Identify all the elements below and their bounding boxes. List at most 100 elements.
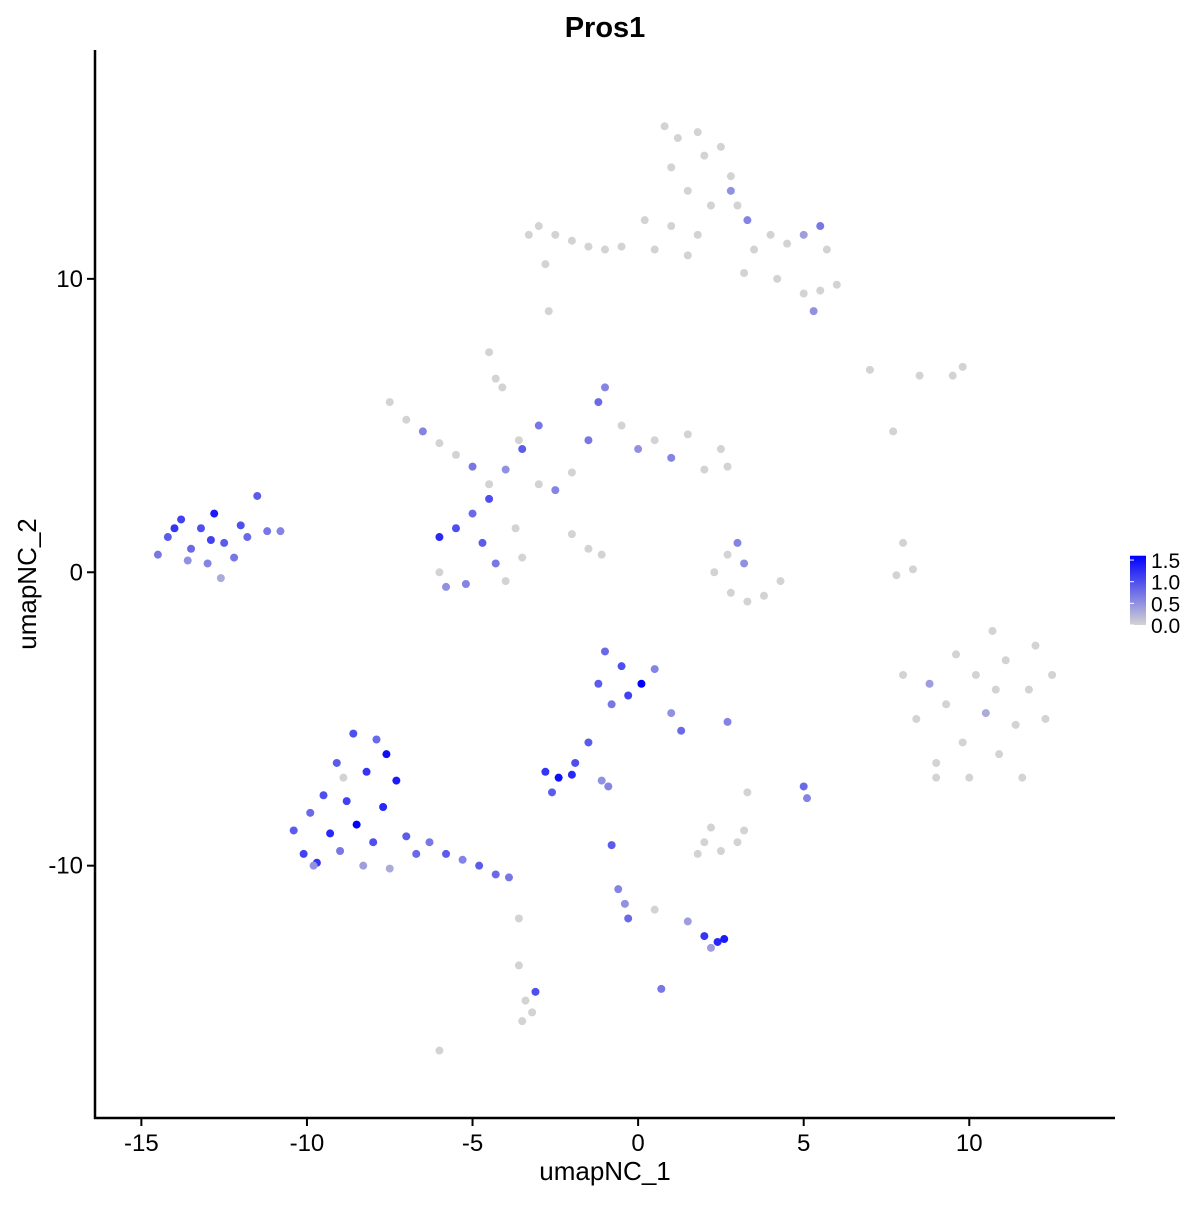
point (958, 362, 967, 371)
point (908, 565, 917, 574)
point (700, 465, 709, 474)
x-tick-label: -15 (124, 1130, 159, 1157)
point (243, 533, 252, 542)
point (541, 767, 550, 776)
point (385, 864, 394, 873)
colorbar-tick-label: 0.0 (1151, 615, 1180, 638)
point (799, 782, 808, 791)
point (163, 533, 172, 542)
point (932, 773, 941, 782)
point (995, 750, 1004, 759)
point (614, 885, 623, 894)
point (1001, 656, 1010, 665)
point (220, 538, 229, 547)
point (402, 832, 411, 841)
point (551, 486, 560, 495)
y-tick-label: 0 (70, 559, 83, 586)
point (541, 260, 550, 269)
point (822, 245, 831, 254)
point (899, 670, 908, 679)
point (435, 1046, 444, 1055)
point (501, 465, 510, 474)
point (451, 450, 460, 459)
point (601, 245, 609, 254)
point (607, 841, 616, 850)
x-tick-label: 0 (631, 1130, 644, 1157)
point (740, 559, 749, 568)
point (514, 436, 523, 445)
y-axis-label: umapNC_2 (12, 518, 42, 650)
point (369, 838, 378, 847)
point (733, 838, 742, 847)
point (965, 773, 974, 782)
point (948, 371, 957, 380)
point (435, 439, 444, 448)
point (740, 268, 749, 277)
point (892, 571, 901, 580)
point (889, 427, 898, 436)
point (498, 383, 507, 392)
point (650, 665, 659, 674)
point (640, 216, 649, 225)
point (306, 808, 315, 817)
point (187, 544, 196, 553)
point (382, 750, 391, 759)
point (567, 530, 576, 539)
point (551, 230, 560, 239)
point (418, 427, 427, 436)
point (958, 738, 967, 747)
point (865, 365, 874, 374)
point (379, 802, 388, 811)
point (766, 230, 775, 239)
point (336, 847, 345, 855)
point (683, 186, 692, 195)
colorbar-tick-label: 0.5 (1151, 593, 1180, 616)
point (594, 398, 603, 407)
point (759, 591, 768, 600)
point (915, 371, 924, 380)
point (594, 679, 603, 688)
point (534, 222, 543, 231)
point (485, 494, 494, 503)
point (925, 679, 934, 688)
point (733, 201, 742, 210)
point (713, 937, 722, 946)
point (667, 163, 676, 172)
point (723, 717, 732, 726)
point (362, 767, 371, 776)
point (451, 524, 460, 533)
point (352, 820, 361, 829)
point (554, 773, 563, 782)
point (196, 524, 205, 533)
point (726, 172, 735, 181)
point (726, 588, 735, 597)
point (673, 134, 682, 143)
point (660, 122, 669, 131)
point (700, 838, 709, 847)
point (971, 670, 980, 679)
point (650, 436, 659, 445)
point (601, 383, 609, 392)
point (617, 421, 626, 430)
point (485, 348, 494, 357)
point (236, 521, 245, 530)
point (667, 222, 676, 231)
point (531, 987, 540, 996)
point (485, 480, 494, 489)
point (412, 849, 421, 858)
point (567, 770, 576, 779)
point (521, 996, 530, 1005)
point (816, 286, 825, 295)
point (475, 861, 484, 870)
point (584, 436, 593, 445)
x-axis-label: umapNC_1 (539, 1156, 671, 1186)
point (372, 735, 381, 744)
point (216, 574, 225, 583)
point (435, 533, 444, 542)
point (942, 700, 951, 709)
point (932, 758, 941, 767)
point (518, 1017, 527, 1026)
point (514, 914, 523, 923)
point (816, 222, 825, 231)
point (716, 847, 725, 855)
